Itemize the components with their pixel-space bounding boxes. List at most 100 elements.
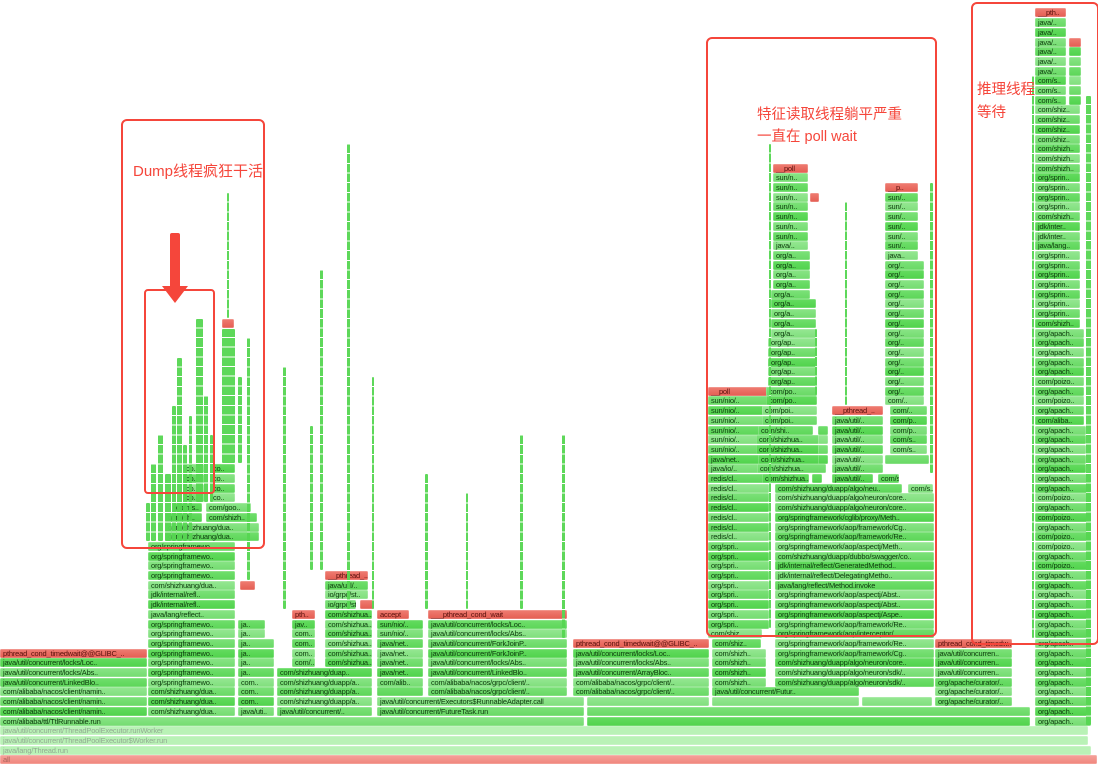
flame-bar[interactable]: org/springframewo.. — [148, 677, 236, 687]
flame-bar[interactable]: com.. — [238, 677, 275, 687]
flame-bar[interactable]: org/.. — [885, 318, 925, 328]
flame-bar[interactable]: org/sprin.. — [1035, 202, 1081, 212]
flame-bar[interactable] — [1069, 37, 1082, 47]
flame-bar[interactable]: org/a.. — [773, 270, 811, 280]
flame-bar[interactable]: java/net.. — [377, 648, 424, 658]
flame-bar[interactable]: com/shizh.. — [712, 658, 767, 668]
flame-bar[interactable]: com/s.. — [1035, 76, 1067, 86]
flame-bar[interactable]: org/a.. — [773, 260, 811, 270]
flame-bar[interactable] — [587, 716, 1031, 726]
flame-bar[interactable]: org/.. — [885, 328, 925, 338]
flame-spike[interactable] — [310, 425, 313, 570]
flame-bar[interactable]: com/goo.. — [206, 503, 252, 513]
flame-bar[interactable]: com/shi.. — [758, 425, 814, 435]
flame-bar[interactable]: org/springframework/aop/interceptor/.. — [775, 629, 935, 639]
flame-bar[interactable]: java/util/.. — [832, 474, 874, 483]
flame-spike[interactable] — [238, 377, 242, 464]
flame-bar[interactable] — [240, 580, 256, 590]
flame-bar[interactable]: org/apach.. — [1035, 638, 1092, 648]
flame-bar[interactable]: java/util/concurrent/ForkJoinP.. — [428, 648, 568, 658]
flame-bar[interactable]: sun/.. — [885, 231, 919, 241]
flame-bar[interactable]: io/grpc/stu.. — [325, 600, 357, 610]
flame-bar[interactable]: java/util/concurrent/locks/Abs.. — [428, 629, 568, 639]
flame-bar[interactable]: org/apach.. — [1035, 406, 1085, 416]
flame-bar[interactable]: com/shizhuang/dua.. — [148, 580, 236, 590]
flame-bar[interactable]: com/poizo.. — [1035, 396, 1085, 406]
flame-bar[interactable]: com/alibaba/ttl/TtlRunnable.run — [0, 716, 585, 726]
flame-bar[interactable]: java/net.. — [377, 658, 424, 668]
flame-bar[interactable]: org/apach.. — [1035, 435, 1087, 445]
flame-bar[interactable]: java/.. — [1035, 56, 1067, 66]
flame-spike[interactable] — [815, 328, 817, 396]
flame-bar[interactable]: org/ap.. — [768, 377, 818, 386]
flame-bar[interactable]: com/poi.. — [762, 406, 818, 416]
flame-bar[interactable]: com/shizhuang/dua.. — [148, 687, 236, 697]
flame-bar[interactable]: org/sprin.. — [1035, 270, 1081, 280]
flame-bar[interactable]: org/springframewo.. — [148, 629, 236, 639]
flame-bar[interactable]: org/apach.. — [1035, 716, 1092, 726]
flame-bar[interactable]: org/apach.. — [1035, 522, 1092, 532]
flame-bar[interactable]: java/.. — [1035, 66, 1067, 76]
flame-bar[interactable]: org/springframewo.. — [148, 619, 236, 629]
flame-bar[interactable]: com/shizh.. — [1035, 212, 1081, 222]
flame-bar[interactable]: sun/nio/.. — [708, 415, 770, 425]
flame-bar[interactable]: com/s.. — [890, 444, 928, 454]
flame-bar[interactable] — [818, 454, 829, 464]
flame-bar[interactable]: org/apach.. — [1035, 474, 1092, 483]
flame-bar[interactable]: org/springframewo.. — [148, 571, 236, 580]
flame-bar[interactable]: sun/.. — [885, 241, 919, 251]
flame-bar[interactable]: com/shizhua.. — [757, 464, 827, 474]
flame-bar[interactable]: ja.. — [238, 668, 275, 677]
flame-bar[interactable]: org/apach.. — [1035, 648, 1092, 658]
flame-bar[interactable]: com/shizhua.. — [325, 648, 373, 658]
flame-bar[interactable]: java/util/concurrent/.. — [277, 706, 373, 716]
flame-bar[interactable]: com/shizhua.. — [756, 435, 820, 445]
flame-spike[interactable] — [347, 144, 350, 609]
flame-bar[interactable]: co.. — [210, 464, 236, 474]
flame-bar[interactable]: org/spri.. — [708, 609, 770, 619]
flame-bar[interactable]: com/shizhua.. — [762, 474, 810, 483]
flame-bar[interactable]: redis/cl.. — [708, 483, 770, 493]
flame-bar[interactable]: com/shiz.. — [1035, 124, 1081, 134]
flame-bar[interactable]: pthread_cond_timedwait@@GLIBC_.. — [0, 648, 148, 658]
flame-bar[interactable]: __p.. — [885, 183, 919, 192]
flame-spike[interactable] — [930, 183, 933, 473]
flame-bar[interactable]: sun/nio/.. — [708, 435, 770, 445]
flame-bar[interactable]: com/shizhuang/dua.. — [148, 706, 236, 716]
flame-bar[interactable]: com.. — [292, 638, 316, 648]
flame-bar[interactable]: org/apach.. — [1035, 367, 1085, 377]
flame-bar[interactable]: org/springframework/aop/framework/Re.. — [775, 532, 935, 542]
flame-bar[interactable]: com/shizh.. — [1035, 318, 1081, 328]
flame-bar[interactable]: __pth.. — [1035, 8, 1067, 18]
flame-bar[interactable]: sun/n.. — [773, 212, 809, 222]
flame-bar[interactable] — [862, 697, 933, 707]
flame-bar[interactable]: com/shizhuang/duap.. — [277, 668, 373, 677]
flame-bar[interactable]: org/ap.. — [768, 347, 818, 357]
flame-bar[interactable]: java/util/concurrent/ThreadPoolExecutor$… — [0, 735, 1089, 745]
flame-bar[interactable]: pthread_cond_timedwait@@GLIBC_.. — [573, 638, 710, 648]
flame-bar[interactable]: org/apach.. — [1035, 706, 1092, 716]
flame-spike[interactable] — [562, 435, 565, 638]
flame-bar[interactable]: org/apach.. — [1035, 464, 1087, 474]
flame-bar[interactable]: org/sprin.. — [1035, 299, 1081, 309]
flame-spike[interactable] — [172, 406, 176, 541]
flame-bar[interactable]: com/s.. — [878, 474, 900, 483]
flame-bar[interactable]: org/apach.. — [1035, 580, 1092, 590]
flame-bar[interactable]: jdk/internal/reflect/DelegatingMetho.. — [775, 571, 935, 580]
flame-bar[interactable]: java/net.. — [377, 638, 424, 648]
flame-bar[interactable]: com/shizhuang/duapp/dubbo/swagger/co.. — [775, 551, 935, 561]
flame-bar[interactable]: com/s.. — [890, 435, 928, 445]
flame-bar[interactable]: java/util/concurrent/Executors$RunnableA… — [377, 697, 585, 707]
flame-bar[interactable]: ja.. — [238, 629, 266, 639]
flame-bar[interactable] — [812, 474, 823, 483]
flame-bar[interactable]: com/shiz.. — [708, 629, 763, 639]
flame-spike[interactable] — [227, 192, 229, 318]
flame-bar[interactable]: com/poizo.. — [1035, 377, 1085, 386]
flame-bar[interactable]: com.. — [238, 687, 275, 697]
flame-bar[interactable]: org/.. — [885, 260, 925, 270]
flame-bar[interactable]: org/apach.. — [1035, 386, 1085, 396]
flame-bar[interactable]: java/util/concurrent/LinkedBlo.. — [428, 668, 568, 677]
flame-bar[interactable]: org/a.. — [773, 280, 811, 289]
flame-bar[interactable]: redis/cl.. — [708, 512, 770, 522]
flame-bar[interactable]: org/.. — [885, 299, 925, 309]
